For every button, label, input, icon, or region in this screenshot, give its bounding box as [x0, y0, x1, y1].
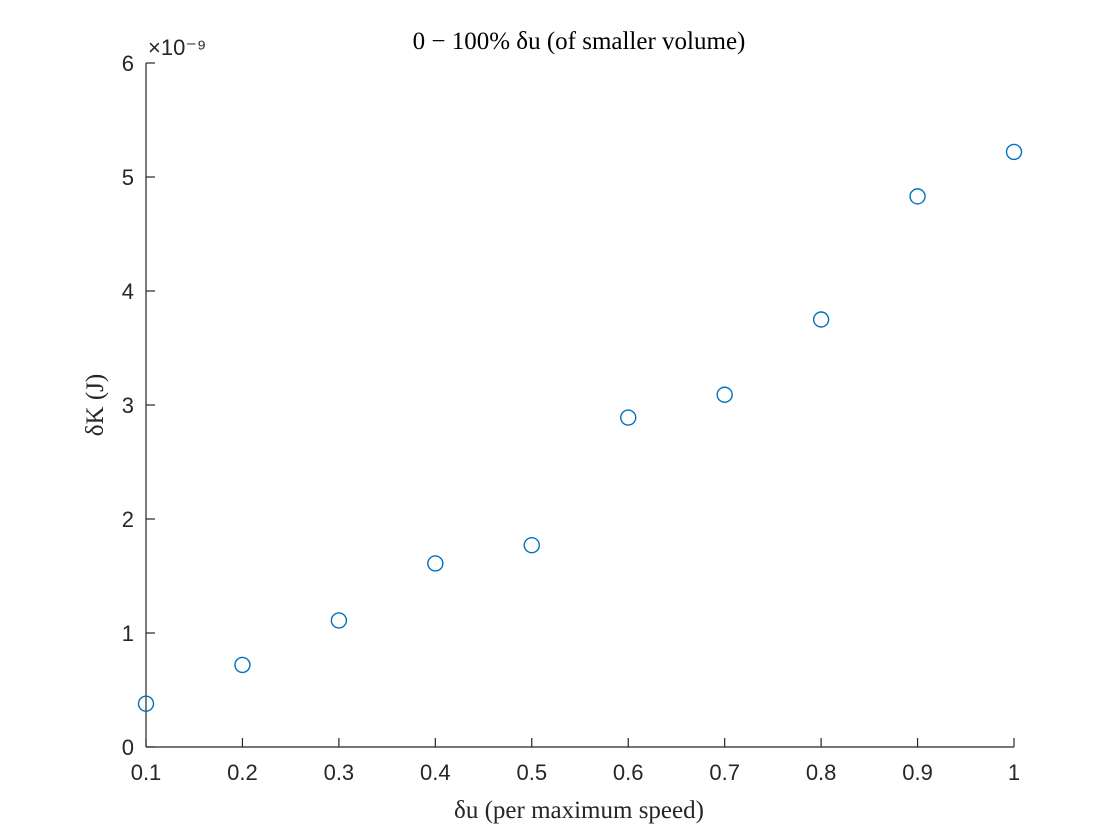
- data-point: [620, 409, 637, 426]
- data-point: [427, 555, 444, 572]
- y-tick-label: 1: [122, 621, 134, 646]
- y-axis-label: δK (J): [82, 374, 109, 436]
- data-point: [330, 612, 348, 629]
- y-tick-label: 3: [122, 393, 134, 418]
- data-point: [137, 695, 155, 712]
- y-tick-label: 2: [122, 507, 134, 532]
- x-tick-label: 0.8: [806, 760, 837, 785]
- axes: [145, 63, 1014, 748]
- chart-title: 0 − 100% δu (of smaller volume): [413, 28, 746, 55]
- x-tick-label: 0.2: [227, 760, 258, 785]
- y-tick-label: 5: [122, 165, 134, 190]
- y-axis-ticks: 0 1 2 3 4 5 6: [122, 51, 155, 760]
- y-tick-label: 0: [122, 735, 134, 760]
- data-point: [234, 656, 251, 674]
- x-tick-label: 0.3: [324, 760, 355, 785]
- x-tick-label: 0.5: [516, 760, 547, 785]
- x-tick-label: 0.7: [709, 760, 740, 785]
- data-point: [812, 311, 830, 328]
- x-axis-label: δu (per maximum speed): [454, 797, 704, 824]
- y-tick-label: 6: [122, 51, 134, 76]
- y-tick-label: 4: [122, 279, 134, 304]
- x-tick-label: 1: [1008, 760, 1020, 785]
- x-tick-label: 0.6: [613, 760, 644, 785]
- data-point: [1005, 143, 1023, 161]
- data-points: [137, 143, 1023, 712]
- data-point: [909, 188, 926, 205]
- data-point: [716, 386, 733, 403]
- x-tick-label: 0.4: [420, 760, 451, 785]
- x-tick-label: 0.1: [131, 760, 162, 785]
- x-tick-label: 0.9: [902, 760, 933, 785]
- data-point: [523, 537, 540, 554]
- y-axis-exponent: ×10⁻⁹: [148, 35, 206, 60]
- x-axis-ticks: 0.1 0.2 0.3 0.4 0.5 0.6 0.7 0.8 0.9 1: [131, 738, 1020, 785]
